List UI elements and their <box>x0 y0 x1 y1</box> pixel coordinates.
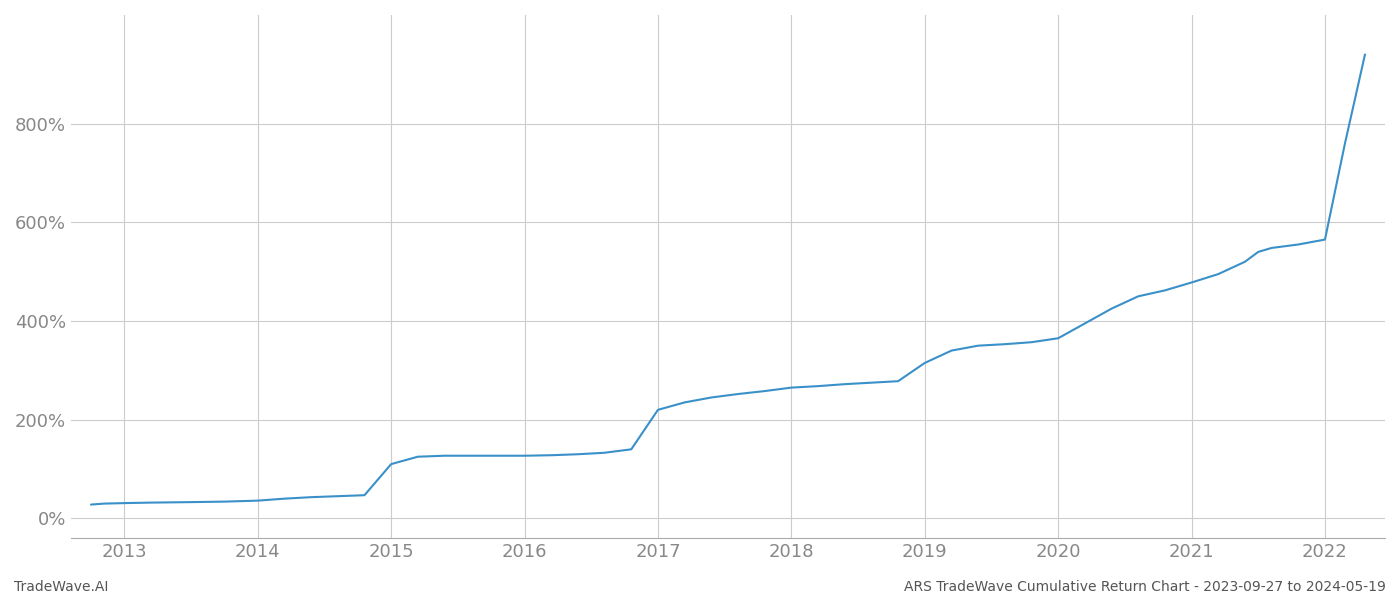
Text: TradeWave.AI: TradeWave.AI <box>14 580 108 594</box>
Text: ARS TradeWave Cumulative Return Chart - 2023-09-27 to 2024-05-19: ARS TradeWave Cumulative Return Chart - … <box>904 580 1386 594</box>
